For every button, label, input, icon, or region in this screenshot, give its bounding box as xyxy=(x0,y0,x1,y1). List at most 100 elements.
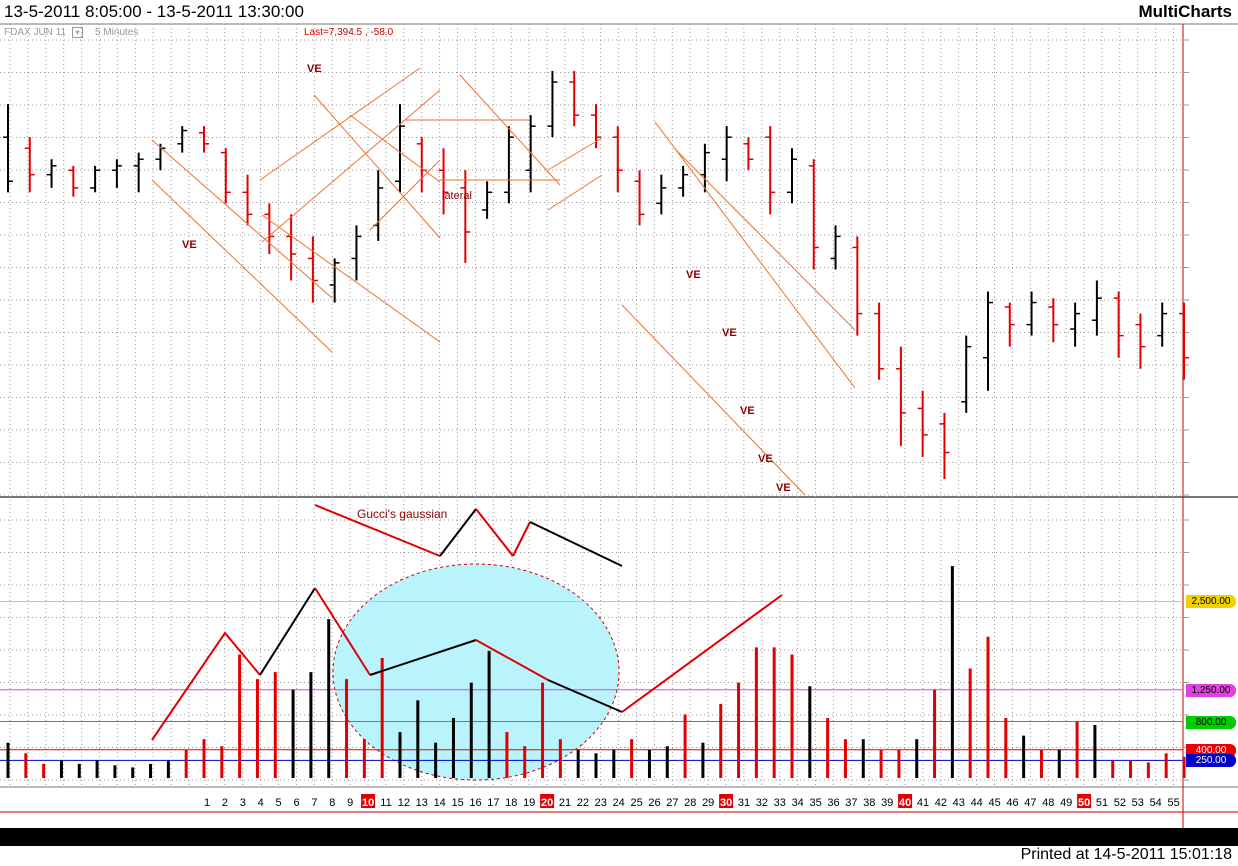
annotation-label: VE xyxy=(182,239,197,251)
x-tick-label: 52 xyxy=(1114,797,1126,809)
x-tick-label: 50 xyxy=(1078,797,1090,809)
channel-line xyxy=(459,74,561,186)
gaussian-line xyxy=(151,631,261,741)
printed-timestamp: Printed at 14-5-2011 15:01:18 xyxy=(1020,846,1232,863)
channel-line xyxy=(349,114,441,183)
x-tick-label: 34 xyxy=(792,797,804,809)
channel-line xyxy=(313,94,441,239)
channel-line xyxy=(151,179,333,353)
gaussian-line xyxy=(314,504,441,557)
gaussian-line xyxy=(314,587,371,676)
x-tick-label: 4 xyxy=(258,797,264,809)
channel-line xyxy=(151,139,333,299)
x-tick-label: 5 xyxy=(276,797,282,809)
x-tick-label: 26 xyxy=(648,797,660,809)
channel-line xyxy=(261,89,441,243)
x-tick-label: 25 xyxy=(630,797,642,809)
level-axis-label: 400.00 xyxy=(1186,743,1236,757)
x-tick-label: 30 xyxy=(720,797,732,809)
gaussian-line xyxy=(621,594,783,713)
x-tick-label: 44 xyxy=(971,797,983,809)
status-bar xyxy=(0,828,1238,846)
x-label-highlight xyxy=(898,794,913,808)
channel-line xyxy=(369,159,441,231)
x-tick-label: 16 xyxy=(469,797,481,809)
x-tick-label: 23 xyxy=(595,797,607,809)
annotation-label: VE xyxy=(307,63,322,75)
x-tick-label: 53 xyxy=(1132,797,1144,809)
gaussian-line xyxy=(547,679,623,713)
x-tick-label: 41 xyxy=(917,797,929,809)
x-tick-label: 15 xyxy=(451,797,463,809)
x-tick-label: 51 xyxy=(1096,797,1108,809)
annotation-label: lateral xyxy=(442,190,472,202)
gaussian-line xyxy=(439,508,477,557)
x-tick-label: 29 xyxy=(702,797,714,809)
last-price-label: Last=7,394.5 , -58.0 xyxy=(304,27,394,38)
annotation-label: VE xyxy=(722,327,737,339)
x-tick-label: 20 xyxy=(541,797,553,809)
x-tick-label: 9 xyxy=(347,797,353,809)
x-tick-label: 48 xyxy=(1042,797,1054,809)
gaussian-line xyxy=(475,508,514,557)
x-tick-label: 45 xyxy=(988,797,1000,809)
level-axis-label: 2,500.00 xyxy=(1186,595,1236,609)
level-axis-label: 800.00 xyxy=(1186,715,1236,729)
x-tick-label: 47 xyxy=(1024,797,1036,809)
annotation-label: VE xyxy=(740,405,755,417)
x-tick-label: 7 xyxy=(311,797,317,809)
x-tick-label: 14 xyxy=(434,797,446,809)
x-tick-label: 10 xyxy=(362,797,374,809)
x-tick-label: 24 xyxy=(613,797,625,809)
channel-line xyxy=(547,174,603,211)
x-tick-label: 49 xyxy=(1060,797,1072,809)
x-tick-label: 18 xyxy=(505,797,517,809)
x-tick-label: 28 xyxy=(684,797,696,809)
x-tick-label: 38 xyxy=(863,797,875,809)
x-tick-label: 6 xyxy=(293,797,299,809)
x-tick-label: 8 xyxy=(329,797,335,809)
gaussian-line xyxy=(512,521,531,557)
x-tick-label: 42 xyxy=(935,797,947,809)
interval-label: 5 Minutes xyxy=(95,27,139,38)
gaussian-title: Gucci's gaussian xyxy=(357,507,447,521)
dropdown-icon[interactable]: ▾ xyxy=(72,27,84,38)
highlight-ellipse xyxy=(332,563,620,781)
x-tick-label: 55 xyxy=(1167,797,1179,809)
channel-line xyxy=(654,121,856,389)
x-tick-label: 27 xyxy=(666,797,678,809)
x-tick-label: 17 xyxy=(487,797,499,809)
x-label-highlight xyxy=(719,794,734,808)
x-tick-label: 40 xyxy=(899,797,911,809)
x-tick-label: 54 xyxy=(1150,797,1162,809)
x-tick-label: 22 xyxy=(577,797,589,809)
annotation-label: VE xyxy=(776,482,791,494)
x-tick-label: 33 xyxy=(774,797,786,809)
level-axis-label: 1,250.00 xyxy=(1186,683,1236,697)
channel-line xyxy=(261,214,441,343)
symbol-label[interactable]: FDAX JUN 11 ▾ xyxy=(4,27,84,38)
x-tick-label: 21 xyxy=(559,797,571,809)
app-name: MultiCharts xyxy=(1138,2,1233,21)
x-label-highlight xyxy=(1077,794,1092,808)
level-axis-label: 250.00 xyxy=(1186,754,1236,768)
x-tick-label: 32 xyxy=(756,797,768,809)
x-tick-label: 43 xyxy=(953,797,965,809)
x-tick-label: 46 xyxy=(1006,797,1018,809)
x-tick-label: 35 xyxy=(809,797,821,809)
channel-line xyxy=(621,304,806,496)
x-label-highlight xyxy=(361,794,376,808)
x-tick-label: 3 xyxy=(240,797,246,809)
x-tick-label: 36 xyxy=(827,797,839,809)
gaussian-line xyxy=(529,521,623,567)
date-range-title: 13-5-2011 8:05:00 - 13-5-2011 13:30:00 xyxy=(4,2,304,21)
x-tick-label: 37 xyxy=(845,797,857,809)
gaussian-line xyxy=(259,587,316,676)
gaussian-line xyxy=(369,639,477,676)
x-tick-label: 1 xyxy=(204,797,210,809)
x-tick-label: 39 xyxy=(881,797,893,809)
x-tick-label: 19 xyxy=(523,797,535,809)
x-tick-label: 13 xyxy=(416,797,428,809)
channel-line xyxy=(547,137,603,171)
